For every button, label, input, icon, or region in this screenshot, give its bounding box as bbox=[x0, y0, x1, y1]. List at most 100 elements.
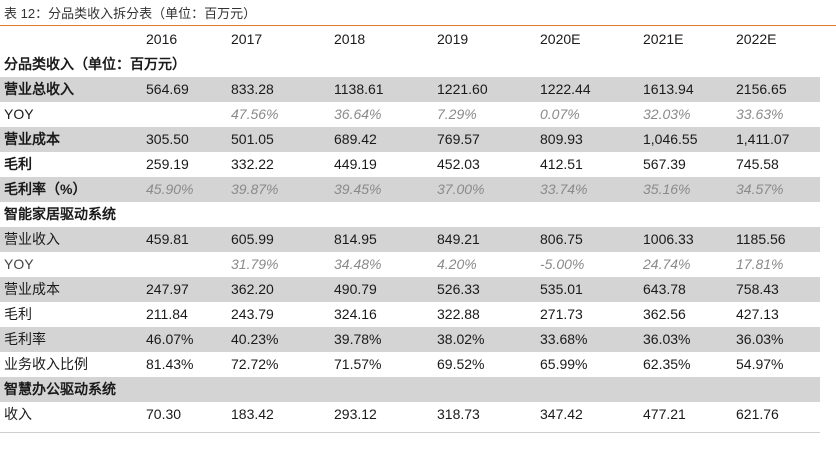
table-row: 收入 70.30 183.42 293.12 318.73 347.42 477.21 621… bbox=[0, 402, 820, 427]
cell-value: 36.03% bbox=[637, 327, 730, 352]
cell-value: 33.68% bbox=[534, 327, 637, 352]
cell-value: 39.45% bbox=[328, 177, 431, 202]
row-label: 业务收入比例 bbox=[4, 356, 88, 372]
cell-value bbox=[328, 202, 431, 227]
cell-value bbox=[140, 202, 225, 227]
cell-value: 305.50 bbox=[140, 127, 225, 152]
cell-value: 535.01 bbox=[534, 277, 637, 302]
cell-value: 32.03% bbox=[643, 106, 691, 122]
row-label: 毛利率 bbox=[0, 327, 140, 352]
cell-value: 1,411.07 bbox=[730, 127, 820, 152]
cell-value: 54.97% bbox=[736, 356, 784, 372]
cell-value bbox=[431, 377, 534, 402]
cell-value bbox=[730, 202, 820, 227]
cell-value: 769.57 bbox=[431, 127, 534, 152]
table-body: 分品类收入（单位：百万元） 营业总收入 564.69 833.28 1138.61 122… bbox=[0, 52, 820, 427]
cell-value bbox=[225, 202, 328, 227]
cell-value: -5.00% bbox=[540, 256, 585, 272]
cell-value bbox=[637, 377, 730, 402]
cell-value bbox=[328, 377, 431, 402]
cell-value: 449.19 bbox=[334, 156, 377, 172]
row-label: 毛利 bbox=[4, 156, 32, 172]
cell-value: 643.78 bbox=[637, 277, 730, 302]
footer-rule bbox=[0, 432, 820, 433]
cell-value: 69.52% bbox=[437, 356, 485, 372]
cell-value: 31.79% bbox=[231, 256, 279, 272]
row-label: 营业总收入 bbox=[0, 77, 140, 102]
cell-value: 806.75 bbox=[534, 227, 637, 252]
cell-value bbox=[534, 52, 637, 77]
cell-value bbox=[637, 202, 730, 227]
cell-value bbox=[431, 52, 534, 77]
cell-value bbox=[225, 52, 328, 77]
table-row: 营业总收入 564.69 833.28 1138.61 1221.60 1222.44 16… bbox=[0, 77, 820, 102]
cell-value: 745.58 bbox=[736, 156, 779, 172]
table-row: 分品类收入（单位：百万元） bbox=[0, 52, 820, 77]
cell-value: 2156.65 bbox=[730, 77, 820, 102]
cell-value: 4.20% bbox=[437, 256, 477, 272]
revenue-breakdown-table: 2016 2017 2018 2019 2020E 2021E 2022E 分品… bbox=[0, 27, 820, 427]
table-caption: 表 12：分品类收入拆分表（单位：百万元） bbox=[4, 6, 257, 21]
cell-value: 46.07% bbox=[140, 327, 225, 352]
row-label: 智能家居驱动系统 bbox=[4, 206, 116, 222]
cell-value: 7.29% bbox=[437, 106, 477, 122]
cell-value: 1613.94 bbox=[637, 77, 730, 102]
column-header: 2016 bbox=[146, 31, 178, 47]
cell-value: 1,046.55 bbox=[637, 127, 730, 152]
cell-value: 1222.44 bbox=[534, 77, 637, 102]
table-row: 营业收入 459.81 605.99 814.95 849.21 806.75 1006.3… bbox=[0, 227, 820, 252]
cell-value: 24.74% bbox=[643, 256, 691, 272]
cell-value: 1006.33 bbox=[637, 227, 730, 252]
cell-value: 564.69 bbox=[140, 77, 225, 102]
cell-value: 347.42 bbox=[540, 406, 583, 422]
cell-value: 47.56% bbox=[231, 106, 279, 122]
cell-value: 490.79 bbox=[328, 277, 431, 302]
cell-value: 35.16% bbox=[637, 177, 730, 202]
cell-value: 849.21 bbox=[431, 227, 534, 252]
cell-value: 427.13 bbox=[736, 306, 779, 322]
table-row: 智能家居驱动系统 bbox=[0, 202, 820, 227]
cell-value: 40.23% bbox=[225, 327, 328, 352]
cell-value: 72.72% bbox=[231, 356, 279, 372]
cell-value: 322.88 bbox=[437, 306, 480, 322]
cell-value bbox=[730, 377, 820, 402]
cell-value: 362.20 bbox=[225, 277, 328, 302]
row-label: 智慧办公驱动系统 bbox=[0, 377, 140, 402]
column-header: 2022E bbox=[736, 31, 777, 47]
cell-value: 332.22 bbox=[231, 156, 274, 172]
cell-value: 459.81 bbox=[140, 227, 225, 252]
cell-value: 0.07% bbox=[540, 106, 580, 122]
cell-value: 243.79 bbox=[231, 306, 274, 322]
cell-value: 62.35% bbox=[643, 356, 691, 372]
cell-value bbox=[328, 52, 431, 77]
cell-value bbox=[534, 202, 637, 227]
table-row: 毛利率 46.07% 40.23% 39.78% 38.02% 33.68% 36.03% 3… bbox=[0, 327, 820, 352]
column-header: 2018 bbox=[334, 31, 366, 47]
cell-value: 814.95 bbox=[328, 227, 431, 252]
table-row: YOY 31.79% 34.48% 4.20% -5.00% 24.74% 17.81% bbox=[0, 252, 820, 277]
cell-value: 526.33 bbox=[431, 277, 534, 302]
cell-value: 809.93 bbox=[534, 127, 637, 152]
cell-value: 37.00% bbox=[431, 177, 534, 202]
cell-value: 477.21 bbox=[643, 406, 686, 422]
cell-value bbox=[225, 377, 328, 402]
cell-value: 33.74% bbox=[534, 177, 637, 202]
table-row: 毛利 211.84 243.79 324.16 322.88 271.73 362.56 42… bbox=[0, 302, 820, 327]
table-row: YOY 47.56% 36.64% 7.29% 0.07% 32.03% 33.63% bbox=[0, 102, 820, 127]
cell-value: 362.56 bbox=[643, 306, 686, 322]
header-rule bbox=[0, 25, 836, 26]
cell-value: 605.99 bbox=[225, 227, 328, 252]
table-row: 营业成本 247.97 362.20 490.79 526.33 535.01 643.78… bbox=[0, 277, 820, 302]
table-row: 智慧办公驱动系统 bbox=[0, 377, 820, 402]
cell-value: 17.81% bbox=[736, 256, 784, 272]
cell-value: 271.73 bbox=[540, 306, 583, 322]
cell-value: 412.51 bbox=[540, 156, 583, 172]
cell-value: 45.90% bbox=[140, 177, 225, 202]
cell-value: 621.76 bbox=[736, 406, 779, 422]
cell-value: 33.63% bbox=[736, 106, 784, 122]
cell-value: 1185.56 bbox=[730, 227, 820, 252]
cell-value bbox=[140, 377, 225, 402]
cell-value: 689.42 bbox=[328, 127, 431, 152]
row-label: 毛利 bbox=[4, 306, 32, 322]
cell-value: 567.39 bbox=[643, 156, 686, 172]
